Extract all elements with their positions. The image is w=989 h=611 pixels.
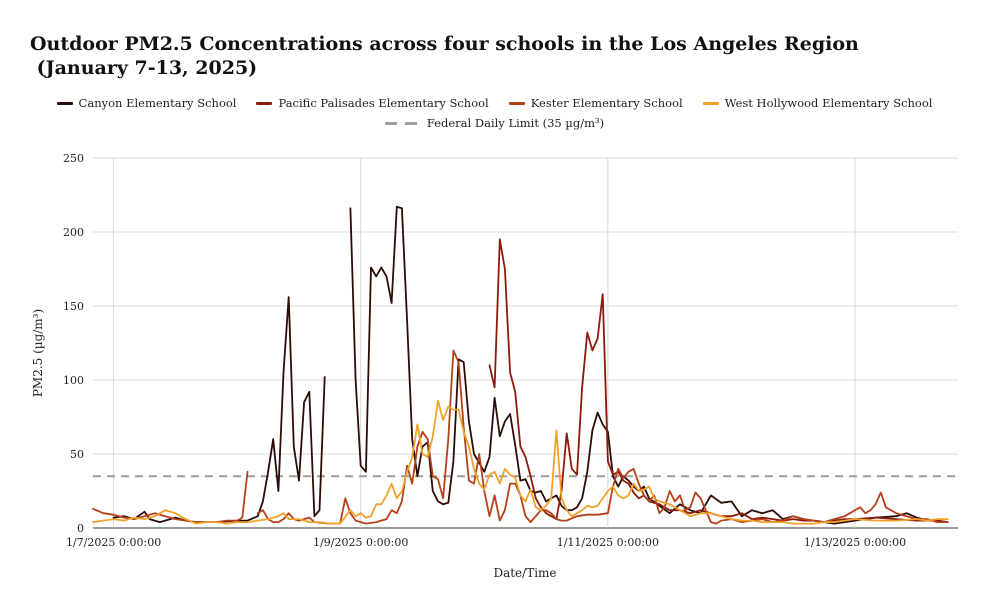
y-tick-label: 50 — [70, 448, 84, 461]
legend-label-canyon: Canyon Elementary School — [78, 96, 237, 110]
legend-swatch-pacific-palisades — [256, 101, 273, 105]
y-tick-label: 100 — [63, 374, 84, 387]
series-layer — [92, 205, 949, 525]
series-line-pacific-palisades-elementary-school[interactable] — [488, 238, 949, 523]
legend-label-pacific-palisades: Pacific Palisades Elementary School — [278, 96, 489, 110]
x-axis-title: Date/Time — [493, 566, 556, 580]
x-tick-label: 1/9/2025 0:00:00 — [313, 536, 408, 549]
legend-swatch-west-hollywood — [702, 101, 719, 105]
legend-label-west-hollywood: West Hollywood Elementary School — [724, 96, 933, 110]
legend-reference: Federal Daily Limit (35 µg/m³) — [0, 116, 989, 130]
y-tick-label: 250 — [63, 152, 84, 165]
legend-item-canyon[interactable]: Canyon Elementary School — [56, 96, 237, 110]
legend-item-federal-limit[interactable]: Federal Daily Limit (35 µg/m³) — [384, 116, 605, 130]
legend-swatch-kester — [508, 101, 525, 105]
y-tick-label: 0 — [77, 522, 84, 535]
y-tick-label: 150 — [63, 300, 84, 313]
chart-title: Outdoor PM2.5 Concentrations across four… — [30, 33, 859, 55]
legend-label-kester: Kester Elementary School — [530, 96, 683, 110]
chart-title-block: Outdoor PM2.5 Concentrations across four… — [30, 32, 970, 80]
legend-swatch-canyon — [56, 101, 73, 105]
x-tick-label: 1/13/2025 0:00:00 — [804, 536, 906, 549]
axes: Date/Time PM2.5 (µg/m³) 0 50 100 150 200 250 1… — [31, 152, 906, 580]
y-tick-label: 200 — [63, 226, 84, 239]
legend-swatch-federal-limit — [384, 121, 421, 125]
x-tick-label: 1/11/2025 0:00:00 — [557, 536, 659, 549]
chart-subtitle: (January 7-13, 2025) — [30, 57, 258, 79]
x-tick-label: 1/7/2025 0:00:00 — [66, 536, 161, 549]
series-line-kester-elementary-school[interactable] — [92, 349, 949, 525]
legend-label-federal-limit: Federal Daily Limit (35 µg/m³) — [426, 116, 605, 130]
gridlines — [93, 157, 958, 529]
legend-item-pacific-palisades[interactable]: Pacific Palisades Elementary School — [256, 96, 489, 110]
legend-item-kester[interactable]: Kester Elementary School — [508, 96, 683, 110]
series-line-canyon-elementary-school[interactable] — [112, 205, 949, 525]
series-line-west-hollywood-elementary-school[interactable] — [92, 399, 949, 525]
legend-item-west-hollywood[interactable]: West Hollywood Elementary School — [702, 96, 933, 110]
legend: Canyon Elementary School Pacific Palisad… — [0, 96, 989, 110]
y-axis-title: PM2.5 (µg/m³) — [31, 309, 45, 397]
